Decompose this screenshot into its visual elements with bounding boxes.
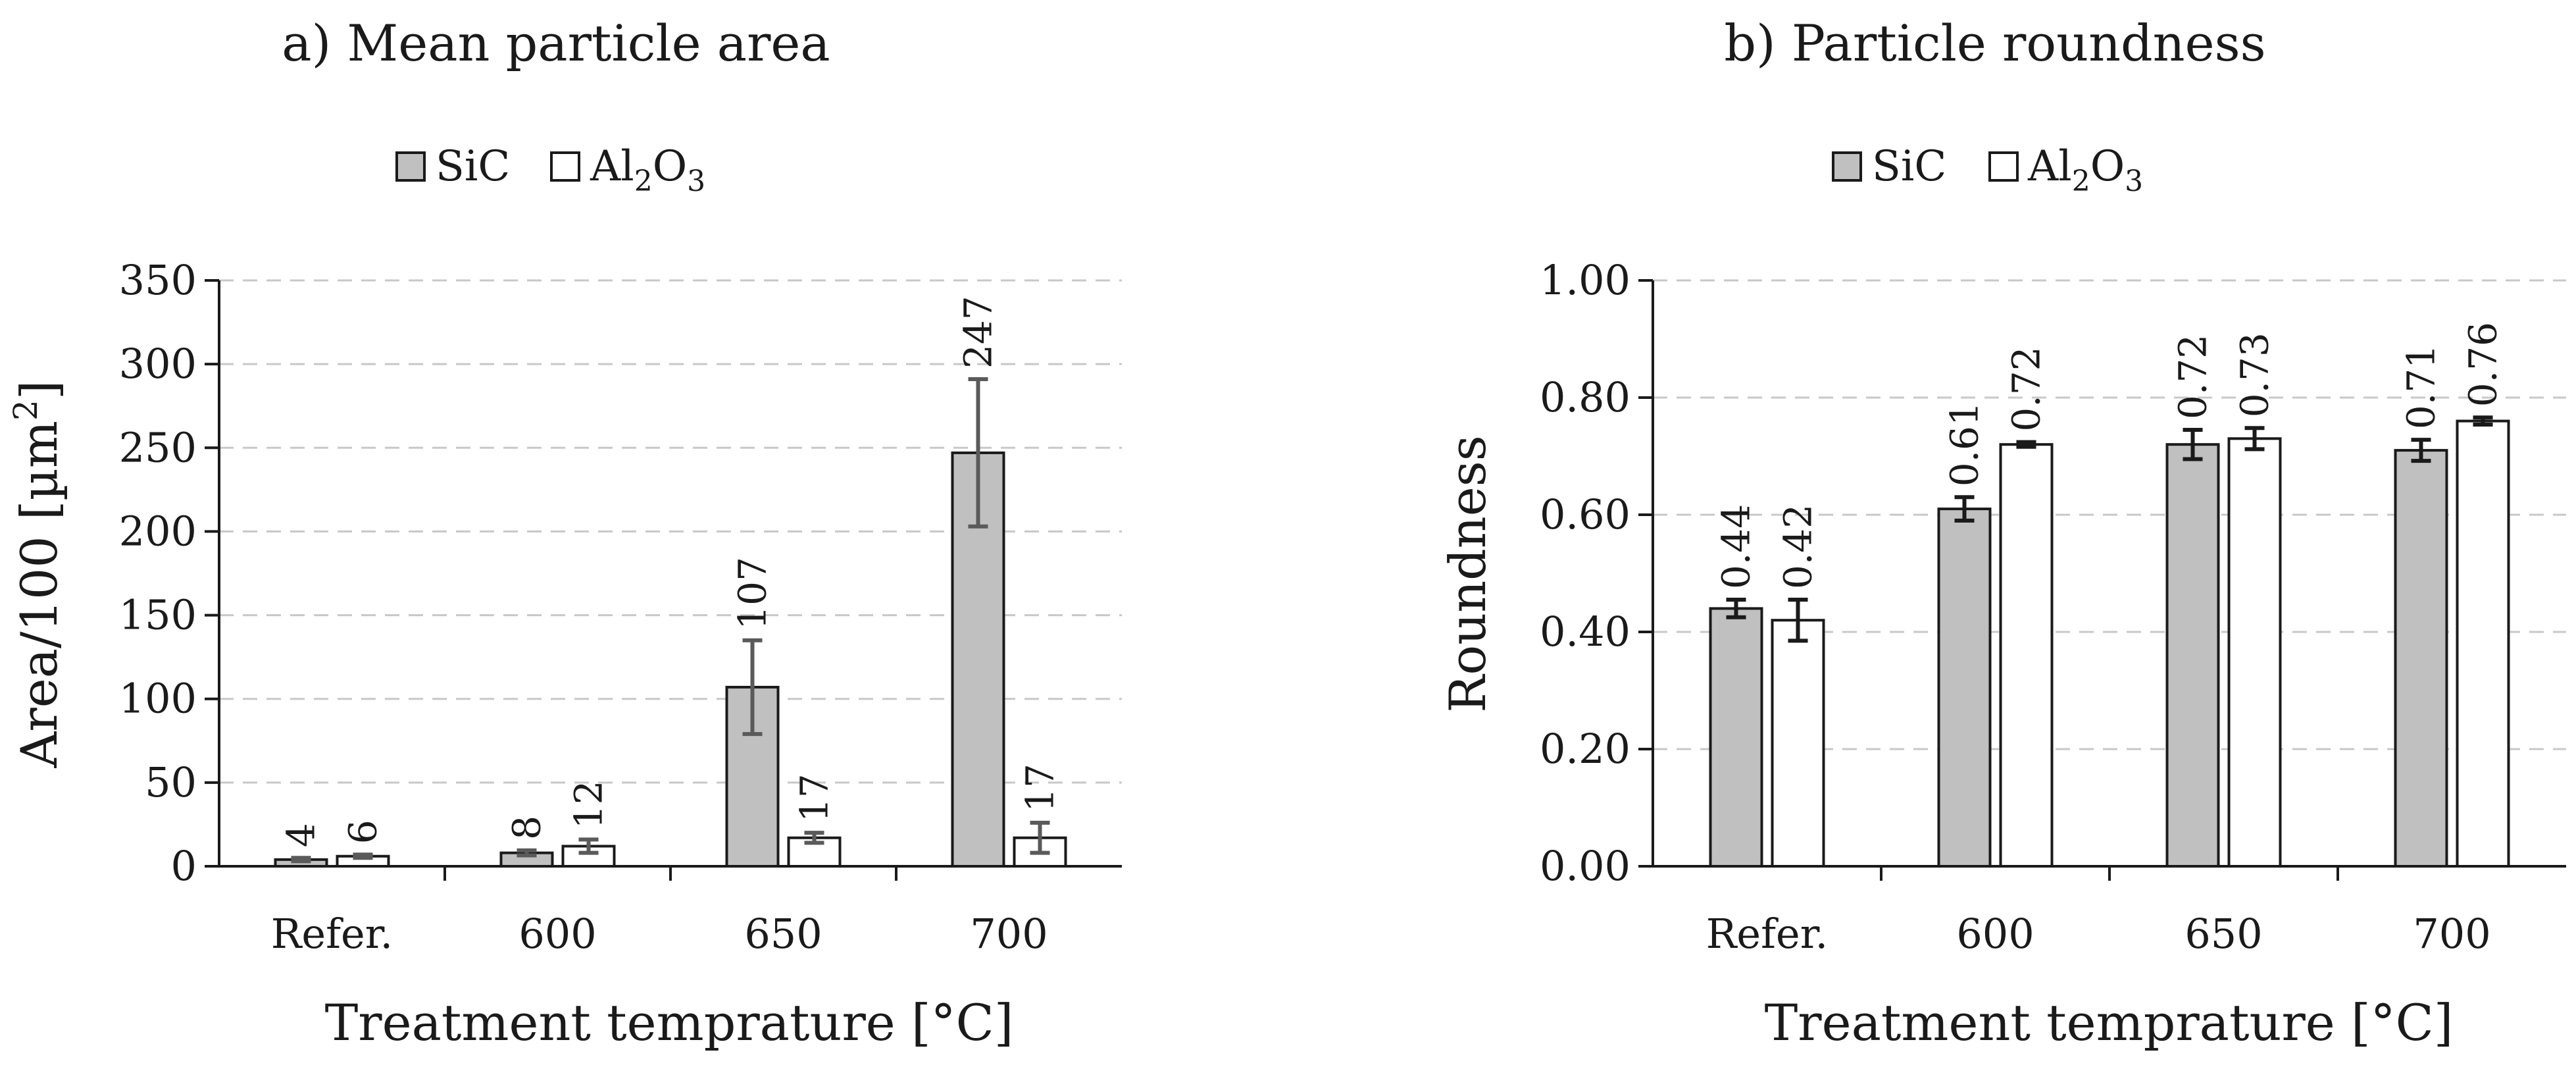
data-label: 8 <box>505 816 549 840</box>
error-bar <box>2473 415 2493 427</box>
chart-a-y-axis-label: Area/100 [µm2] <box>7 380 68 769</box>
ytick-label: 0.00 <box>1540 842 1630 890</box>
bar-sic <box>1709 607 1763 868</box>
ytick-label: 0.60 <box>1540 490 1630 538</box>
xtick-label: Refer. <box>1706 910 1829 958</box>
error-bar <box>2183 427 2203 461</box>
data-label: 0.44 <box>1714 504 1759 589</box>
chart-a-datalabels: 4 6 8 12 107 17 247 17 <box>279 296 1063 847</box>
error-bar <box>353 852 373 860</box>
data-label: 17 <box>1018 764 1063 812</box>
xtick-label: 650 <box>2185 910 2262 958</box>
chart-a-yticks: 0 50 100 150 200 250 300 350 <box>119 256 197 890</box>
xtick-label: 600 <box>518 910 596 958</box>
error-bar <box>2411 438 2431 463</box>
error-bar <box>804 831 824 845</box>
chart-b: b) Particle roundness SiC Al2O3 0.00 0.20… <box>1438 14 2566 1052</box>
ytick-label: 100 <box>119 675 197 723</box>
bar-al2o3 <box>2456 419 2510 868</box>
error-bar <box>291 856 311 864</box>
error-bar <box>968 377 988 529</box>
bar-al2o3 <box>1999 443 2054 868</box>
chart-a-legend: SiC Al2O3 <box>395 142 705 198</box>
error-bar <box>1726 598 1746 619</box>
chart-b-legend-label-sic: SiC <box>1872 142 1946 191</box>
chart-b-x-axis-label: Treatment temprature [°C] <box>1765 993 2454 1052</box>
error-bar <box>2244 426 2265 452</box>
error-bar <box>578 837 599 855</box>
data-label: 4 <box>279 823 324 847</box>
ytick-label: 0.80 <box>1540 373 1630 421</box>
chart-b-xticklabels: Refer. 600 650 700 <box>1706 910 2491 958</box>
chart-a-legend-label-sic: SiC <box>436 142 510 191</box>
error-bar <box>1788 598 1808 643</box>
chart-a-legend-label-al2o3: Al2O3 <box>590 142 705 198</box>
data-label: 0.71 <box>2399 344 2444 429</box>
error-bar <box>1954 495 1975 523</box>
ytick-label: 300 <box>119 340 197 388</box>
chart-a-legend-swatch-sic <box>395 151 426 182</box>
ytick-label: 0 <box>171 842 197 890</box>
error-bar <box>742 638 763 737</box>
data-label: 6 <box>341 820 386 844</box>
chart-a-x-axis-label: Treatment temprature [°C] <box>325 993 1014 1052</box>
data-label: 247 <box>956 296 1001 369</box>
bar-sic <box>1937 508 1992 868</box>
chart-b-ytick-marks <box>1638 279 2339 881</box>
error-bar <box>2016 440 2036 449</box>
ytick-label: 0.20 <box>1540 725 1630 773</box>
data-label: 107 <box>730 557 775 630</box>
chart-a-gridlines <box>219 279 1122 784</box>
chart-b-errorbars <box>1726 415 2493 643</box>
data-label: 0.72 <box>2004 346 2049 431</box>
chart-a: a) Mean particle area SiC Al2O3 0 50 100 15… <box>7 14 1122 1052</box>
ytick-label: 250 <box>119 423 197 471</box>
chart-b-legend-swatch-al2o3 <box>1988 151 2019 182</box>
xtick-label: Refer. <box>271 910 393 958</box>
chart-b-bars <box>1709 419 2510 868</box>
bar-al2o3 <box>1771 619 1825 868</box>
chart-b-legend-label-al2o3: Al2O3 <box>2027 142 2143 198</box>
chart-b-legend-swatch-sic <box>1832 151 1862 182</box>
ytick-label: 200 <box>119 507 197 555</box>
data-label: 0.73 <box>2233 332 2277 417</box>
chart-a-errorbars <box>291 377 1050 864</box>
xtick-label: 700 <box>970 910 1048 958</box>
chart-a-ytick-marks <box>205 279 897 881</box>
data-label: 0.42 <box>1776 504 1821 589</box>
data-label: 17 <box>792 773 837 822</box>
data-label: 12 <box>567 781 611 829</box>
ytick-label: 0.40 <box>1540 608 1630 656</box>
xtick-label: 600 <box>1956 910 2034 958</box>
ytick-label: 350 <box>119 256 197 304</box>
bar-sic <box>2394 449 2448 868</box>
chart-a-legend-swatch-al2o3 <box>550 151 580 182</box>
data-label: 0.61 <box>1942 402 1987 486</box>
ytick-label: 50 <box>145 758 197 806</box>
chart-a-bars <box>274 451 1067 868</box>
data-label: 0.72 <box>2171 334 2215 419</box>
error-bar <box>517 848 537 858</box>
error-bar <box>1030 820 1050 855</box>
chart-b-datalabels: 0.44 0.42 0.61 0.72 0.72 0.73 0.71 0.76 <box>1714 322 2506 589</box>
bar-al2o3 <box>2227 437 2282 868</box>
chart-a-title: a) Mean particle area <box>282 14 830 72</box>
chart-b-y-axis-label: Roundness <box>1438 435 1497 712</box>
chart-a-xticklabels: Refer. 600 650 700 <box>271 910 1048 958</box>
bar-sic <box>2165 443 2220 868</box>
chart-b-yticks: 0.00 0.20 0.40 0.60 0.80 1.00 <box>1540 256 1630 890</box>
ytick-label: 150 <box>119 591 197 639</box>
ytick-label: 1.00 <box>1540 256 1630 304</box>
chart-b-legend: SiC Al2O3 <box>1832 142 2143 198</box>
data-label: 0.76 <box>2461 322 2506 407</box>
xtick-label: 700 <box>2413 910 2490 958</box>
chart-b-title: b) Particle roundness <box>1724 14 2265 72</box>
xtick-label: 650 <box>744 910 822 958</box>
